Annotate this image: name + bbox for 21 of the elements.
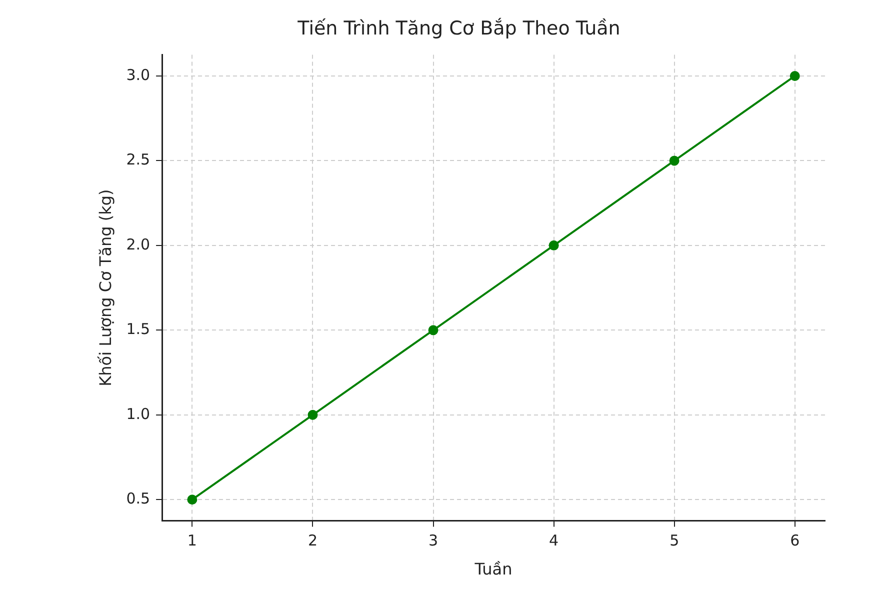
x-tick-label: 5 (670, 532, 680, 550)
point (187, 494, 198, 505)
point (790, 70, 800, 81)
y-tick-label: 1.0 (126, 404, 150, 423)
y-tick-label: 0.5 (126, 490, 150, 508)
x-tick-label: 2 (308, 532, 318, 550)
point (548, 240, 559, 250)
x-tick-label: 4 (549, 532, 559, 550)
chart-title: Tiến Trình Tăng Cơ Bắp Theo Tuần (296, 17, 620, 40)
y-tick-label: 2.0 (126, 235, 150, 254)
x-tick-label: 6 (790, 532, 800, 550)
y-tick-label: 3.0 (126, 66, 150, 84)
y-axis-title: Khối Lượng Cơ Tăng (kg) (96, 189, 115, 386)
y-tick-label: 1.5 (126, 320, 150, 338)
y-tick-label: 2.5 (126, 150, 150, 169)
x-axis-title: Tuần (474, 560, 512, 579)
x-tick-label: 1 (187, 532, 197, 550)
point (428, 325, 438, 336)
point (308, 410, 318, 420)
x-tick-label: 3 (428, 532, 438, 550)
point (669, 156, 680, 166)
